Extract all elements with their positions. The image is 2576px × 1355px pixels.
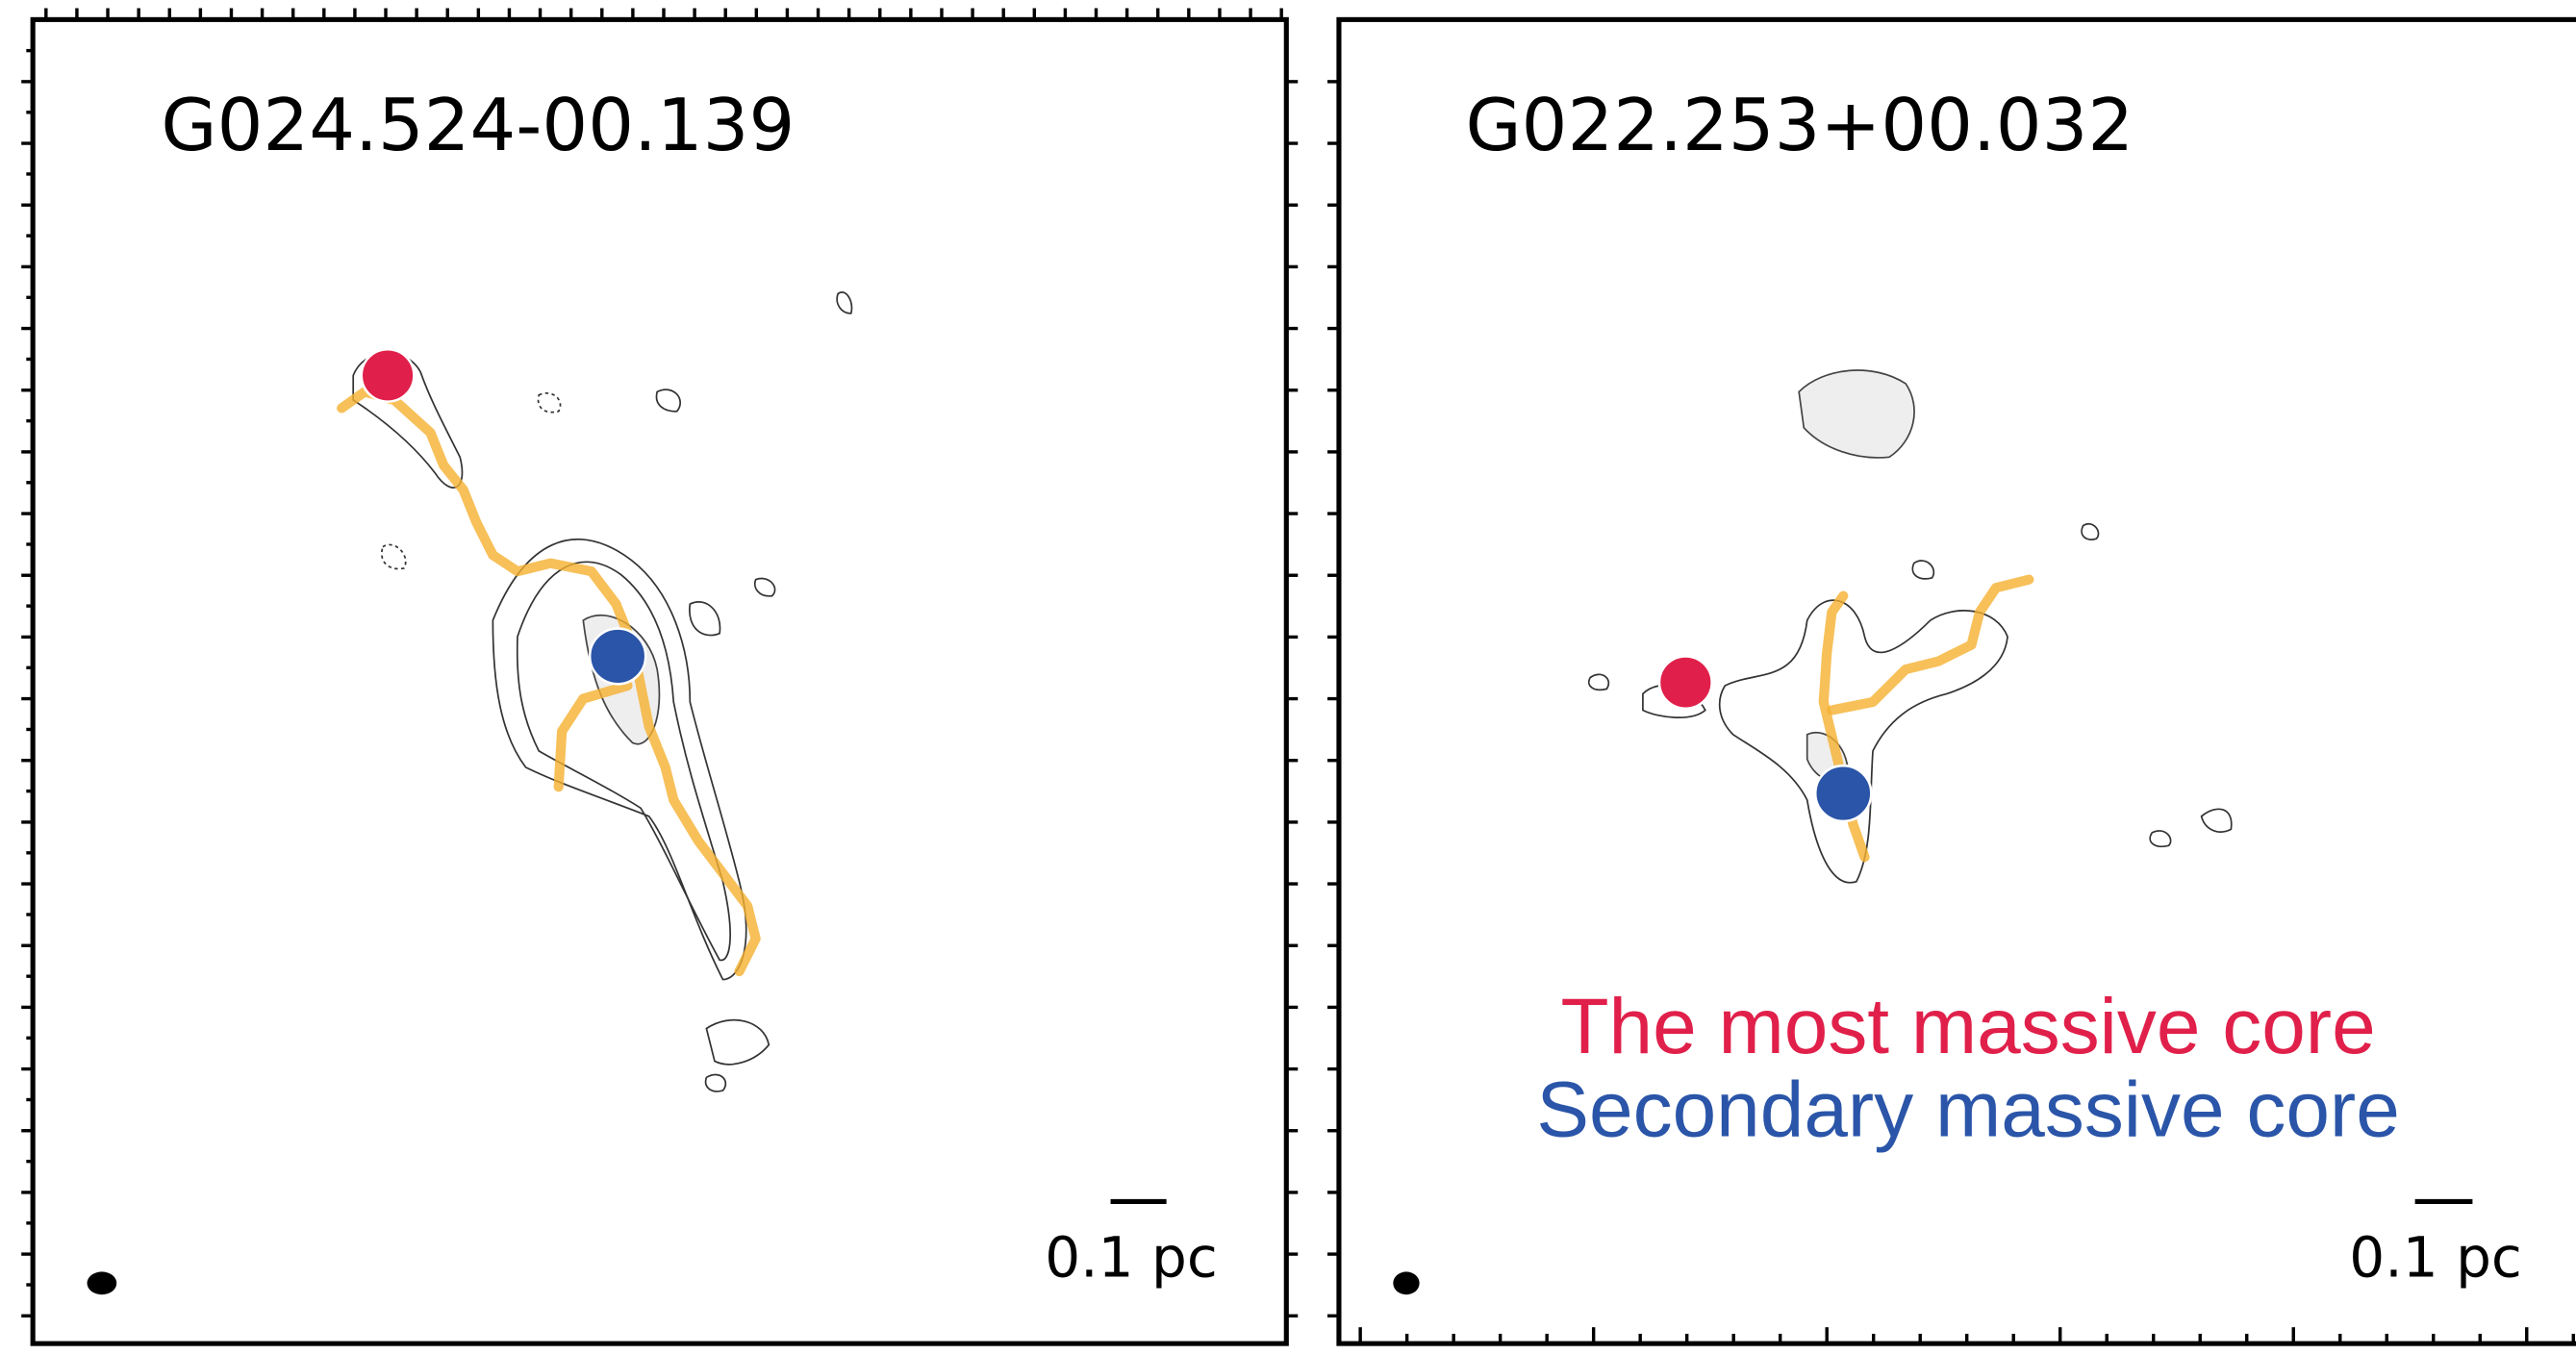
filament: [1827, 574, 2034, 715]
panel-title: G024.524-00.139: [161, 83, 795, 167]
panel-left: G024.524-00.139 0.1 pc: [30, 16, 1289, 1346]
panel-right: G022.253+00.032 The most massive core Se…: [1336, 16, 2576, 1346]
contours: [1587, 369, 2233, 884]
legend-entry: Secondary massive core: [1536, 1066, 2399, 1154]
scale-bar-label: 0.1 pc: [1045, 1225, 1218, 1291]
filament: [553, 680, 633, 792]
panel-frame: [1336, 16, 2576, 1346]
panel-title: G022.253+00.032: [1465, 83, 2134, 167]
secondary-massive-core: [1813, 764, 1873, 823]
beam: [1393, 1271, 1420, 1295]
scale-bar-label: 0.1 pc: [2349, 1225, 2522, 1291]
legend-entry: The most massive core: [1560, 983, 2375, 1070]
secondary-massive-core: [588, 627, 647, 686]
filament: [337, 387, 761, 977]
most-massive-core: [1657, 655, 1713, 711]
panel-frame: [30, 16, 1289, 1346]
most-massive-core: [360, 348, 416, 403]
beam: [87, 1271, 117, 1295]
